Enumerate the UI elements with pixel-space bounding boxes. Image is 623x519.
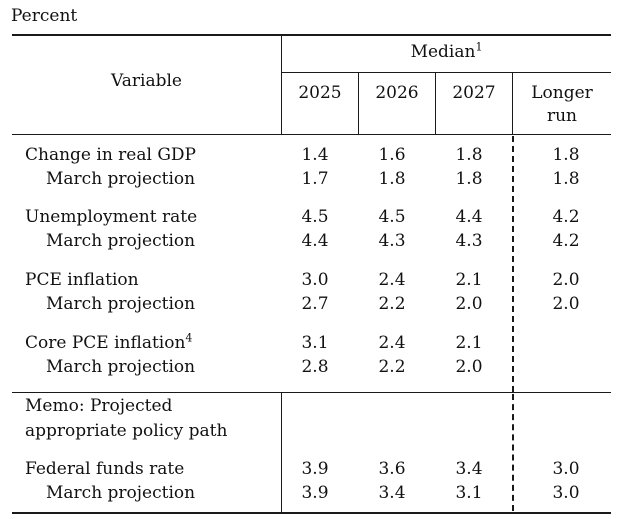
value-cell: 4.2 <box>552 231 580 251</box>
value-cell: 2.0 <box>455 294 483 314</box>
median-header: Median1 <box>410 40 483 62</box>
value-cell: 2.0 <box>552 294 580 314</box>
memo-label-line1: Memo: Projected <box>25 396 173 416</box>
memo-variable-divider <box>281 393 282 512</box>
median-span-rule <box>282 72 611 73</box>
value-cell: 1.8 <box>378 169 406 189</box>
value-cell: 1.8 <box>455 145 483 165</box>
value-cell: 2.0 <box>455 357 483 377</box>
value-cell: 4.3 <box>378 231 406 251</box>
median-footnote-marker: 1 <box>475 40 483 54</box>
value-cell: 1.7 <box>301 169 329 189</box>
header-variable-divider <box>281 35 282 134</box>
row-label: March projection <box>46 483 196 503</box>
value-cell: 3.1 <box>301 333 329 353</box>
value-cell: 2.8 <box>301 357 329 377</box>
row-label: March projection <box>46 357 196 377</box>
value-cell: 4.5 <box>378 207 406 227</box>
value-cell: 3.0 <box>301 270 329 290</box>
row-label: March projection <box>46 294 196 314</box>
longer-run-dashed-divider-upper <box>512 136 514 392</box>
memo-label-line2: appropriate policy path <box>25 421 228 441</box>
row-label: Unemployment rate <box>25 207 198 227</box>
value-cell: 1.8 <box>455 169 483 189</box>
header-col-divider-1 <box>358 73 359 134</box>
value-cell: 4.4 <box>455 207 483 227</box>
value-cell: 3.1 <box>455 483 483 503</box>
value-cell: 4.3 <box>455 231 483 251</box>
value-cell: 1.8 <box>552 145 580 165</box>
value-cell: 1.6 <box>378 145 406 165</box>
value-cell: 1.4 <box>301 145 329 165</box>
value-cell: 3.9 <box>301 483 329 503</box>
row-label: March projection <box>46 231 196 251</box>
footnote-marker: 4 <box>185 331 193 345</box>
value-cell: 2.1 <box>455 270 483 290</box>
value-cell: 2.7 <box>301 294 329 314</box>
value-cell: 2.4 <box>378 270 406 290</box>
year-header-2027: 2027 <box>452 83 496 103</box>
year-header-2026: 2026 <box>375 83 419 103</box>
row-label: Change in real GDP <box>25 145 196 165</box>
value-cell: 2.0 <box>552 270 580 290</box>
longer-run-dashed-divider-lower <box>512 394 514 511</box>
value-cell: 3.9 <box>301 459 329 479</box>
row-label: PCE inflation <box>25 270 139 290</box>
longer-run-header-line1: Longer <box>531 83 593 103</box>
value-cell: 3.4 <box>455 459 483 479</box>
memo-top-rule <box>12 392 611 393</box>
variable-header: Variable <box>111 71 182 91</box>
value-cell: 2.4 <box>378 333 406 353</box>
row-label: Federal funds rate <box>25 459 185 479</box>
value-cell: 4.4 <box>301 231 329 251</box>
value-cell: 2.1 <box>455 333 483 353</box>
row-label: March projection <box>46 169 196 189</box>
table-top-rule <box>12 34 611 36</box>
value-cell: 3.0 <box>552 459 580 479</box>
value-cell: 2.2 <box>378 294 406 314</box>
table-bottom-rule <box>12 512 611 514</box>
value-cell: 4.2 <box>552 207 580 227</box>
header-col-divider-2 <box>435 73 436 134</box>
row-label: Core PCE inflation4 <box>25 331 193 353</box>
value-cell: 2.2 <box>378 357 406 377</box>
value-cell: 3.0 <box>552 483 580 503</box>
value-cell: 3.4 <box>378 483 406 503</box>
longer-run-header-line2: run <box>546 106 578 126</box>
header-col-divider-3 <box>512 73 513 134</box>
value-cell: 1.8 <box>552 169 580 189</box>
header-bottom-rule <box>12 134 611 135</box>
value-cell: 3.6 <box>378 459 406 479</box>
unit-label: Percent <box>11 6 78 26</box>
value-cell: 4.5 <box>301 207 329 227</box>
year-header-2025: 2025 <box>298 83 342 103</box>
